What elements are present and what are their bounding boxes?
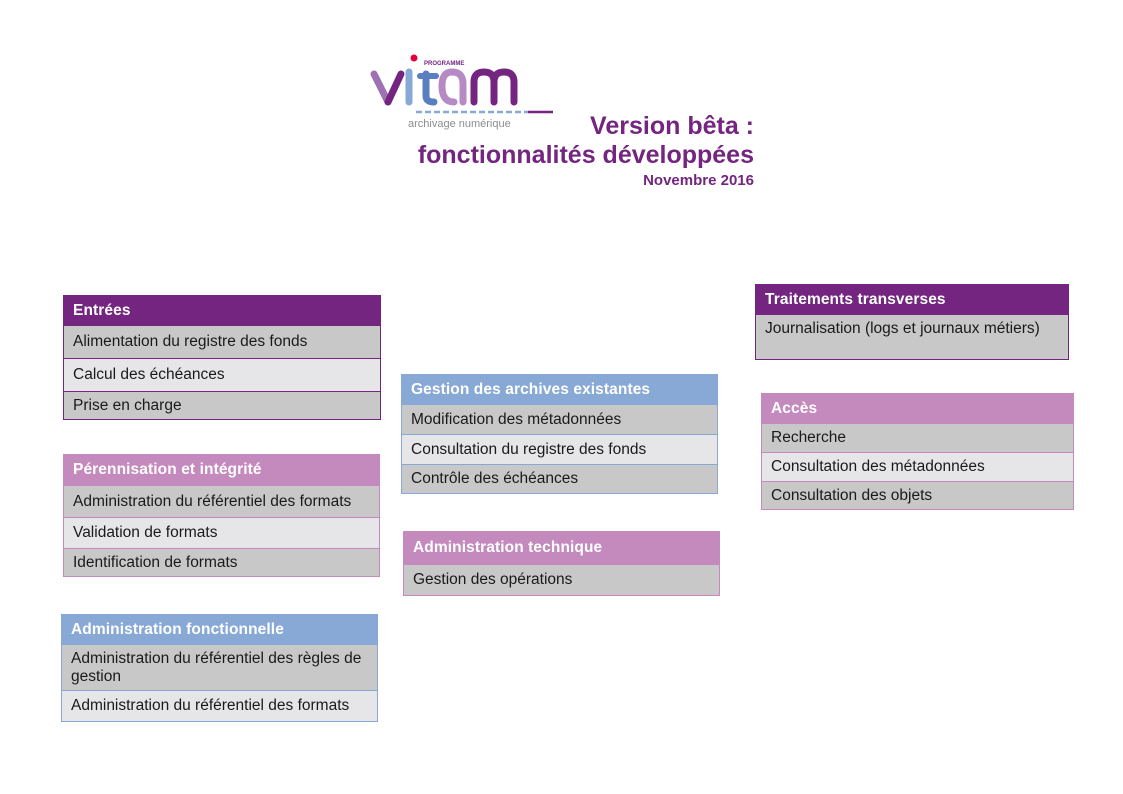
list-item: Alimentation du registre des fonds [64,325,380,358]
list-item: Journalisation (logs et journaux métiers… [756,314,1068,359]
box-title: Administration fonctionnelle [62,615,377,644]
list-item: Calcul des échéances [64,358,380,391]
list-item: Administration du référentiel des format… [64,485,379,517]
vitam-logo: PROGRAMME archivage numérique [368,52,558,132]
list-item: Administration du référentiel des format… [62,690,377,721]
box-title: Pérennisation et intégrité [64,455,379,485]
box-administration-fonctionnelle: Administration fonctionnelle Administrat… [61,614,378,722]
box-traitements-transverses: Traitements transverses Journalisation (… [755,284,1069,360]
title-line-1: Version bêta : [590,112,754,140]
list-item: Consultation du registre des fonds [402,434,717,464]
document-title: Version bêta : fonctionnalités développé… [418,112,754,192]
box-title: Administration technique [404,532,719,564]
list-item: Identification de formats [64,548,379,576]
box-acces: Accès Recherche Consultation des métadon… [761,393,1074,510]
box-title: Accès [762,394,1073,423]
box-title: Traitements transverses [756,285,1068,314]
list-item: Contrôle des échéances [402,464,717,493]
list-item: Consultation des objets [762,481,1073,509]
list-item: Validation de formats [64,517,379,548]
title-line-2: fonctionnalités développées [417,141,754,169]
list-item: Administration du référentiel des règles… [62,644,377,690]
box-administration-technique: Administration technique Gestion des opé… [403,531,720,596]
list-item: Modification des métadonnées [402,404,717,434]
box-title: Gestion des archives existantes [402,375,717,404]
logo-tagline: archivage numérique [408,118,511,130]
box-perennisation: Pérennisation et intégrité Administratio… [63,454,380,577]
box-gestion-archives: Gestion des archives existantes Modifica… [401,374,718,494]
list-item: Consultation des métadonnées [762,452,1073,481]
logo-program-label: PROGRAMME [424,61,464,67]
title-date: Novembre 2016 [643,172,754,189]
list-item: Gestion des opérations [404,564,719,595]
list-item: Recherche [762,423,1073,452]
list-item: Prise en charge [64,391,380,419]
box-title: Entrées [64,296,380,325]
box-entrees: Entrées Alimentation du registre des fon… [63,295,381,420]
